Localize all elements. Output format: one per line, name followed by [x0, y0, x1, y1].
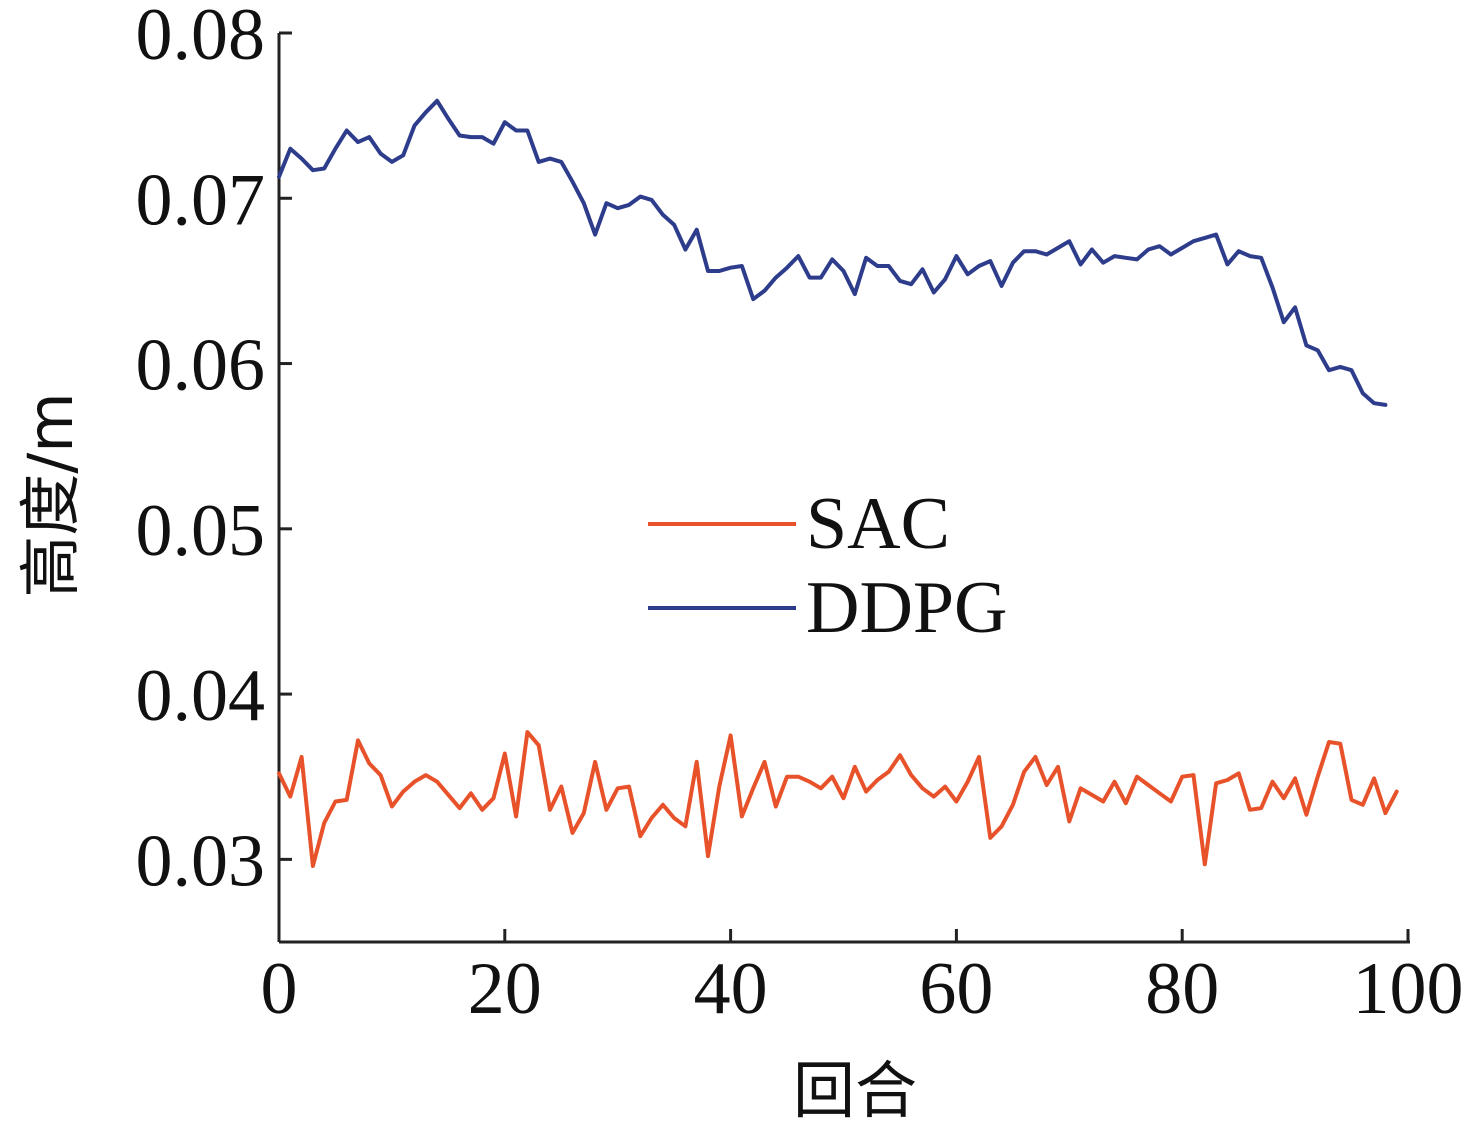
x-tick-label: 20: [468, 948, 542, 1030]
y-tick-label: 0.08: [136, 0, 266, 76]
y-ticks: 0.03 0.04 0.05 0.06 0.07 0.08: [136, 0, 292, 902]
x-tick-label: 100: [1353, 948, 1464, 1030]
y-tick-label: 0.04: [136, 655, 266, 737]
legend-label-ddpg: DDPG: [806, 567, 1007, 649]
x-tick-label: 80: [1145, 948, 1219, 1030]
y-tick-label: 0.05: [136, 490, 266, 572]
series-line-ddpg: [277, 98, 1388, 407]
x-ticks: 0 20 40 60 80 100: [261, 929, 1464, 1030]
y-tick-label: 0.06: [136, 325, 266, 407]
x-tick-label: 40: [694, 948, 768, 1030]
x-tick-label: 60: [919, 948, 993, 1030]
legend-label-sac: SAC: [806, 483, 950, 565]
series-line-sac: [277, 730, 1399, 868]
x-tick-label: 0: [261, 948, 298, 1030]
y-tick-label: 0.03: [136, 820, 266, 902]
axes: [277, 33, 1410, 944]
y-axis-title: 高度/m: [14, 392, 87, 597]
y-tick-label: 0.07: [136, 159, 266, 241]
x-axis-title: 回合: [793, 1054, 917, 1127]
series-group: [277, 98, 1399, 868]
